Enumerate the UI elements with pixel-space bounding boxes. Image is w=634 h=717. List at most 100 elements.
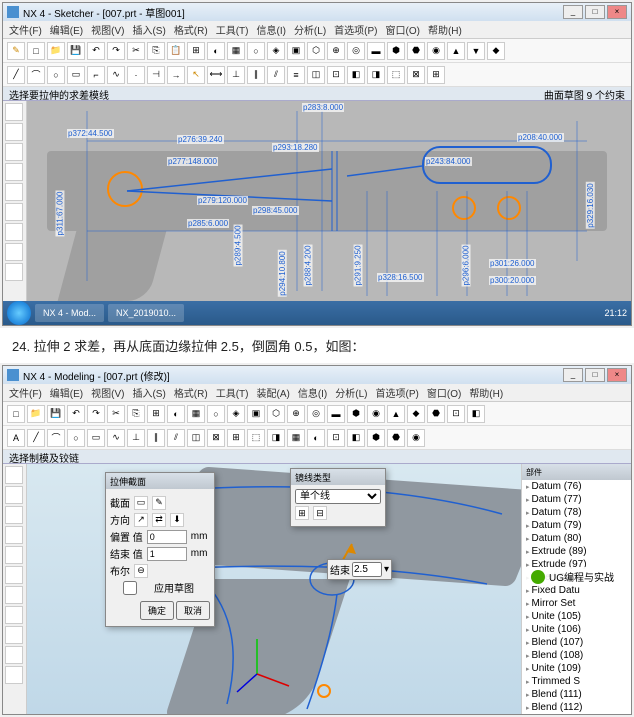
tool-btn[interactable]: ▣ xyxy=(287,42,305,60)
side-tool[interactable] xyxy=(5,566,23,584)
tool-fillet-icon[interactable]: ⌐ xyxy=(87,66,105,84)
side-tool[interactable] xyxy=(5,646,23,664)
tool-btn[interactable]: ◉ xyxy=(407,429,425,447)
titlebar[interactable]: NX 4 - Sketcher - [007.prt - 草图001] _ □ … xyxy=(3,3,631,21)
tool-btn[interactable]: ≡ xyxy=(287,66,305,84)
tool-btn[interactable]: ⊡ xyxy=(327,429,345,447)
tool-arc-icon[interactable]: ⌒ xyxy=(27,66,45,84)
menu-prefs[interactable]: 首选项(P) xyxy=(376,385,419,400)
start-value-input[interactable] xyxy=(147,530,187,544)
tool-btn[interactable]: ○ xyxy=(67,429,85,447)
tool-line-icon[interactable]: ╱ xyxy=(7,66,25,84)
tool-btn[interactable]: ◉ xyxy=(427,42,445,60)
boolean-icon[interactable]: ⊖ xyxy=(134,564,148,578)
tool-dim-icon[interactable]: ⟷ xyxy=(207,66,225,84)
side-tool[interactable] xyxy=(5,526,23,544)
tool-btn[interactable]: ⌒ xyxy=(47,429,65,447)
tool-paste-icon[interactable]: 📋 xyxy=(167,42,185,60)
modeling-canvas[interactable]: 拉伸截面 截面 ▭ ✎ 方向 ↗ ⇄ ⬇ 偏置 值 xyxy=(27,464,521,714)
tool-text-icon[interactable]: A xyxy=(7,429,25,447)
menu-prefs[interactable]: 首选项(P) xyxy=(334,22,377,37)
side-tool[interactable] xyxy=(5,103,23,121)
tool-btn[interactable]: ⬣ xyxy=(387,429,405,447)
tool-btn[interactable]: ∥ xyxy=(147,429,165,447)
direction-icon[interactable]: ↗ xyxy=(134,513,148,527)
ok-button[interactable]: 确定 xyxy=(140,601,174,620)
apply-sketch-checkbox[interactable] xyxy=(110,581,150,595)
menu-analysis[interactable]: 分析(L) xyxy=(335,385,367,400)
opt-icon[interactable]: ⊞ xyxy=(295,506,309,520)
side-tool[interactable] xyxy=(5,143,23,161)
tree-item[interactable]: Unite (105) xyxy=(522,610,631,623)
tool-btn[interactable]: ◐ xyxy=(167,405,185,423)
menu-file[interactable]: 文件(F) xyxy=(9,385,42,400)
tool-btn[interactable]: ▦ xyxy=(287,429,305,447)
tool-btn[interactable]: ✂ xyxy=(107,405,125,423)
tool-btn[interactable]: ⊕ xyxy=(327,42,345,60)
task-item[interactable]: NX 4 - Mod... xyxy=(35,304,104,322)
side-tool[interactable] xyxy=(5,546,23,564)
close-button[interactable]: × xyxy=(607,5,627,19)
dropdown-icon[interactable]: ▾ xyxy=(384,564,389,575)
tool-circle-icon[interactable]: ○ xyxy=(47,66,65,84)
tool-btn[interactable]: ╱ xyxy=(27,429,45,447)
tree-item[interactable]: Blend (108) xyxy=(522,649,631,662)
tool-btn[interactable]: ▣ xyxy=(247,405,265,423)
tool-btn[interactable]: ⬡ xyxy=(307,42,325,60)
menu-help[interactable]: 帮助(H) xyxy=(469,385,503,400)
tree-item[interactable]: Datum (76) xyxy=(522,480,631,493)
menu-tools[interactable]: 工具(T) xyxy=(216,22,249,37)
tool-btn[interactable]: ⊞ xyxy=(227,429,245,447)
tool-btn[interactable]: ▬ xyxy=(367,42,385,60)
menu-format[interactable]: 格式(R) xyxy=(174,385,208,400)
tool-point-icon[interactable]: · xyxy=(127,66,145,84)
tool-btn[interactable]: 💾 xyxy=(47,405,65,423)
tree-item[interactable]: Extrude (89) xyxy=(522,545,631,558)
tool-cursor-icon[interactable]: ↖ xyxy=(187,66,205,84)
tool-btn[interactable]: ∿ xyxy=(107,429,125,447)
tool-btn[interactable]: ◈ xyxy=(227,405,245,423)
menu-edit[interactable]: 编辑(E) xyxy=(50,385,83,400)
tool-copy-icon[interactable]: ⎘ xyxy=(147,42,165,60)
start-button[interactable] xyxy=(7,301,31,325)
minimize-button[interactable]: _ xyxy=(563,368,583,382)
side-tool[interactable] xyxy=(5,466,23,484)
tool-btn[interactable]: ⊡ xyxy=(447,405,465,423)
tool-extend-icon[interactable]: → xyxy=(167,66,185,84)
tool-btn[interactable]: ○ xyxy=(247,42,265,60)
tool-btn[interactable]: ⬢ xyxy=(367,429,385,447)
side-tool[interactable] xyxy=(5,183,23,201)
tool-btn[interactable]: ◈ xyxy=(267,42,285,60)
tool-btn[interactable]: ◫ xyxy=(187,429,205,447)
tool-btn[interactable]: ⊡ xyxy=(327,66,345,84)
tool-btn[interactable]: ▭ xyxy=(87,429,105,447)
tool-btn[interactable]: ∥ xyxy=(247,66,265,84)
tool-btn[interactable]: ▬ xyxy=(327,405,345,423)
tree-item[interactable]: Datum (79) xyxy=(522,519,631,532)
tool-btn[interactable]: ◧ xyxy=(347,66,365,84)
tool-btn[interactable]: ↷ xyxy=(87,405,105,423)
tool-btn[interactable]: ⬣ xyxy=(427,405,445,423)
side-tool[interactable] xyxy=(5,163,23,181)
side-tool[interactable] xyxy=(5,223,23,241)
menu-tools[interactable]: 工具(T) xyxy=(216,385,249,400)
vector-icon[interactable]: ⬇ xyxy=(170,513,184,527)
tool-btn[interactable]: ◨ xyxy=(367,66,385,84)
tool-btn[interactable]: ⊞ xyxy=(147,405,165,423)
menu-format[interactable]: 格式(R) xyxy=(174,22,208,37)
menu-info[interactable]: 信息(I) xyxy=(298,385,327,400)
tool-btn[interactable]: ◧ xyxy=(467,405,485,423)
menu-view[interactable]: 视图(V) xyxy=(91,385,124,400)
titlebar[interactable]: NX 4 - Modeling - [007.prt (修改)] _ □ × xyxy=(3,366,631,384)
tool-btn[interactable]: ⬢ xyxy=(347,405,365,423)
tree-item[interactable]: Datum (80) xyxy=(522,532,631,545)
tool-btn[interactable]: ↶ xyxy=(67,405,85,423)
tool-btn[interactable]: ⫽ xyxy=(267,66,285,84)
side-tool[interactable] xyxy=(5,506,23,524)
tree-item[interactable]: Datum (77) xyxy=(522,493,631,506)
menu-assembly[interactable]: 装配(A) xyxy=(256,385,289,400)
select-section-icon[interactable]: ▭ xyxy=(134,496,148,510)
tool-undo-icon[interactable]: ↶ xyxy=(87,42,105,60)
tree-item[interactable]: Blend (111) xyxy=(522,688,631,701)
tool-btn[interactable]: 📁 xyxy=(27,405,45,423)
